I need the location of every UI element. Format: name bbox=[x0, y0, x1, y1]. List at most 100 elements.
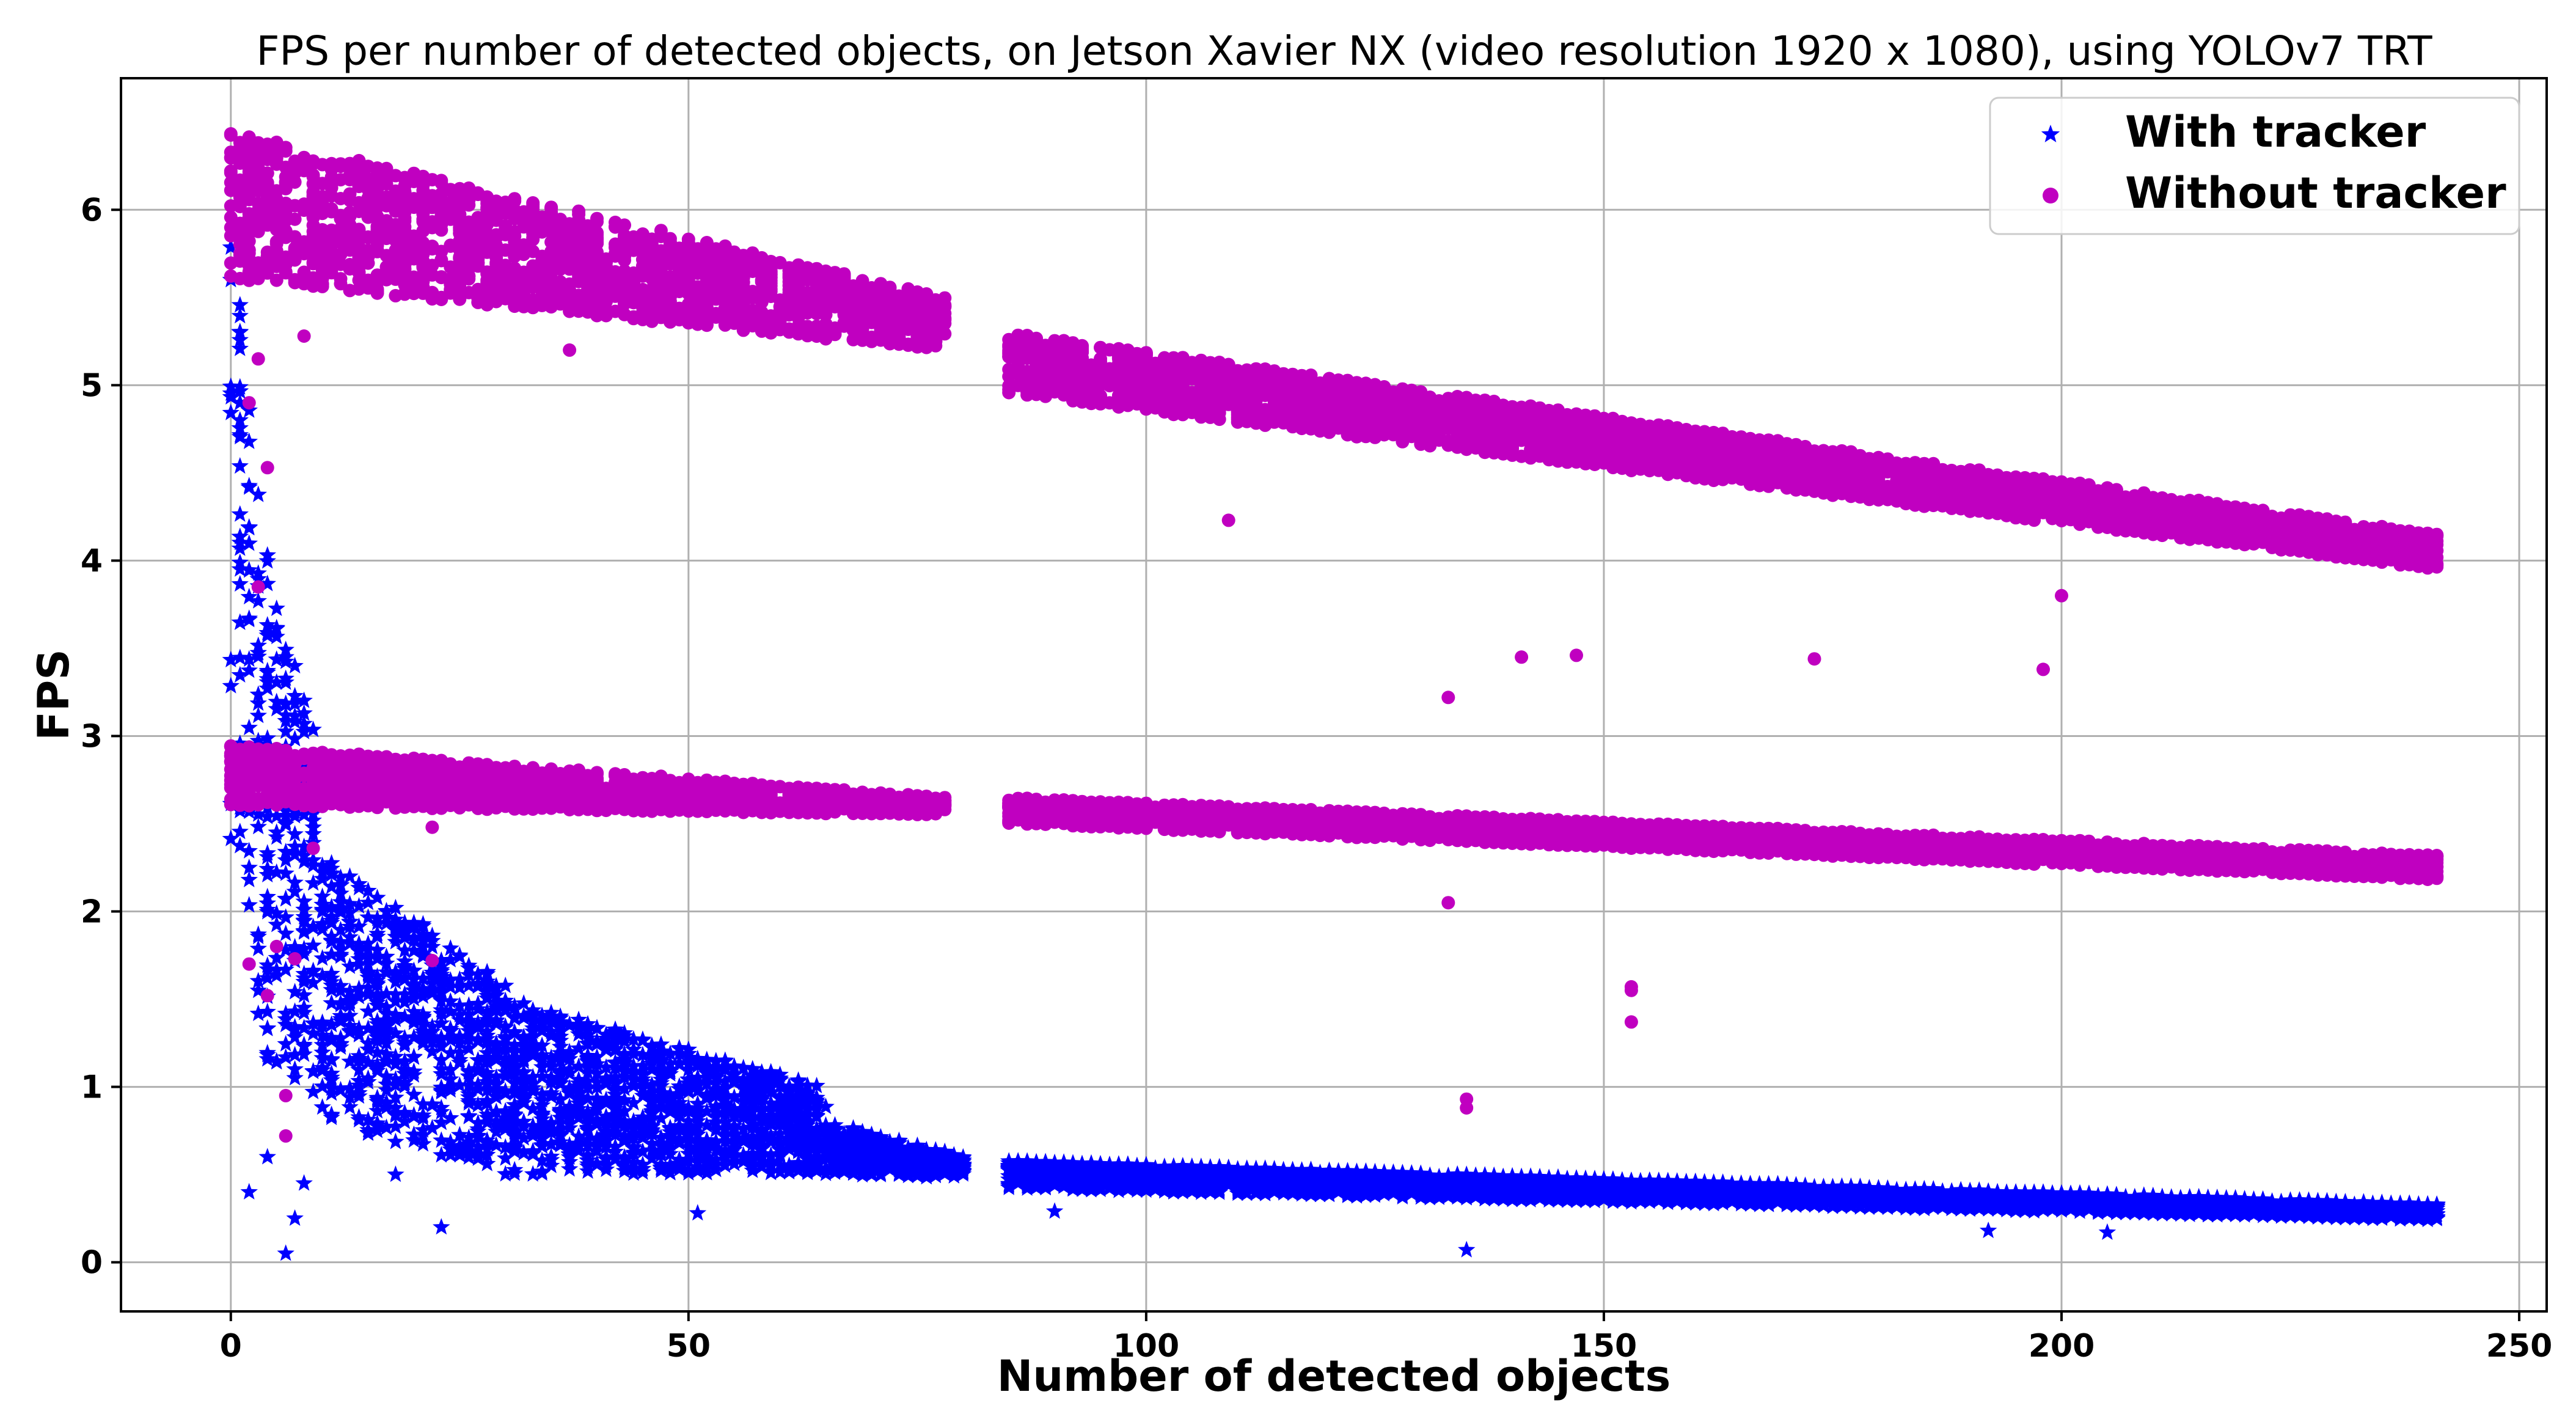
data-point-star bbox=[478, 1145, 496, 1163]
data-point-star bbox=[670, 1132, 689, 1149]
data-point-star bbox=[771, 1077, 789, 1094]
data-point-star bbox=[332, 947, 349, 964]
data-point-star bbox=[442, 1133, 459, 1150]
data-point-star bbox=[514, 1049, 533, 1066]
data-point-star bbox=[268, 650, 285, 667]
data-point-star bbox=[496, 1120, 514, 1137]
data-point-star bbox=[268, 1052, 285, 1069]
data-point-star bbox=[323, 1068, 340, 1085]
data-point-star bbox=[725, 1125, 743, 1142]
data-point-star bbox=[505, 997, 524, 1014]
data-point-star bbox=[808, 1077, 825, 1094]
data-point-star bbox=[442, 1030, 459, 1047]
data-point-star bbox=[698, 1159, 716, 1176]
data-point-star bbox=[286, 873, 304, 890]
data-point-star bbox=[725, 1154, 743, 1171]
data-point-star bbox=[734, 1087, 752, 1104]
data-point-star bbox=[716, 1132, 734, 1149]
data-point-star bbox=[378, 998, 395, 1015]
data-point-star bbox=[387, 1055, 404, 1072]
data-point-star bbox=[460, 959, 478, 976]
data-point-star bbox=[679, 1055, 698, 1072]
data-point-star bbox=[295, 1019, 313, 1036]
data-point-star bbox=[387, 1024, 404, 1041]
data-point-star bbox=[771, 1141, 789, 1158]
data-point-star bbox=[433, 1131, 450, 1148]
data-point-star bbox=[313, 1049, 331, 1066]
data-point-star bbox=[405, 1085, 423, 1102]
data-point-star bbox=[313, 1013, 331, 1030]
data-point-star bbox=[258, 552, 276, 569]
data-point-star bbox=[524, 1027, 542, 1044]
data-point-star bbox=[478, 1053, 496, 1070]
data-point-star bbox=[323, 977, 340, 994]
data-point-star bbox=[295, 1035, 313, 1052]
data-point-star bbox=[350, 1072, 368, 1089]
data-point-star bbox=[624, 1143, 643, 1160]
data-point-star bbox=[231, 837, 249, 854]
data-point-star bbox=[734, 1102, 752, 1120]
data-point-star bbox=[231, 505, 249, 522]
data-point-star bbox=[396, 1008, 414, 1025]
data-point-star bbox=[258, 969, 276, 986]
data-point-star bbox=[405, 981, 423, 999]
data-point-star bbox=[496, 1054, 514, 1071]
data-point-star bbox=[606, 1116, 624, 1134]
data-point-star bbox=[551, 1104, 569, 1121]
data-point-star bbox=[762, 1063, 780, 1080]
data-point-star bbox=[753, 1099, 770, 1116]
data-point-star bbox=[588, 1154, 606, 1171]
data-point-star bbox=[304, 874, 322, 891]
data-point-star bbox=[350, 1061, 368, 1078]
data-point-star bbox=[222, 676, 240, 694]
data-point-star bbox=[368, 925, 386, 942]
data-point-star bbox=[304, 851, 322, 868]
data-point-star bbox=[378, 1081, 395, 1098]
data-point-star bbox=[524, 1046, 542, 1063]
data-point-star bbox=[606, 1053, 624, 1070]
data-point-star bbox=[258, 679, 276, 696]
data-point-star bbox=[560, 1107, 579, 1124]
data-point-star bbox=[313, 902, 331, 919]
data-point-star bbox=[478, 1002, 496, 1019]
data-point-star bbox=[588, 1100, 606, 1117]
data-point-star bbox=[387, 1088, 404, 1105]
data-point-star bbox=[460, 966, 478, 983]
data-point-star bbox=[258, 848, 276, 865]
data-point-star bbox=[569, 1039, 588, 1056]
data-point-star bbox=[780, 1120, 798, 1137]
data-point-star bbox=[799, 1112, 816, 1129]
data-point-star bbox=[863, 1165, 880, 1182]
data-point-star bbox=[268, 863, 285, 880]
data-point-star bbox=[469, 1137, 487, 1154]
data-point-star bbox=[689, 1117, 707, 1134]
data-point-star bbox=[469, 1149, 487, 1166]
data-point-star bbox=[286, 1002, 304, 1019]
data-point-star bbox=[615, 1044, 634, 1061]
data-point-star bbox=[542, 1135, 560, 1152]
data-point-star bbox=[433, 981, 450, 999]
data-point-star bbox=[569, 1109, 588, 1126]
data-point-star bbox=[514, 994, 533, 1011]
data-point-star bbox=[323, 1015, 340, 1032]
data-point-star bbox=[451, 970, 469, 988]
data-point-star bbox=[451, 1054, 469, 1071]
data-point-star bbox=[588, 1047, 606, 1065]
data-point-star bbox=[542, 1147, 560, 1164]
data-point-star bbox=[588, 1110, 606, 1127]
data-point-star bbox=[405, 989, 423, 1006]
data-point-star bbox=[771, 1115, 789, 1132]
data-point-star bbox=[689, 1153, 707, 1170]
data-point-star bbox=[368, 986, 386, 1003]
data-point-star bbox=[588, 1032, 606, 1049]
data-point-star bbox=[606, 1148, 624, 1165]
data-point-star bbox=[231, 428, 249, 445]
data-point-star bbox=[569, 1025, 588, 1042]
data-point-star bbox=[569, 1084, 588, 1101]
data-point-star bbox=[295, 722, 313, 739]
data-point-star bbox=[469, 965, 487, 982]
data-point-star bbox=[762, 1132, 780, 1149]
data-point-star bbox=[569, 1127, 588, 1145]
data-point-star bbox=[725, 1132, 743, 1149]
data-point-star bbox=[240, 859, 258, 876]
